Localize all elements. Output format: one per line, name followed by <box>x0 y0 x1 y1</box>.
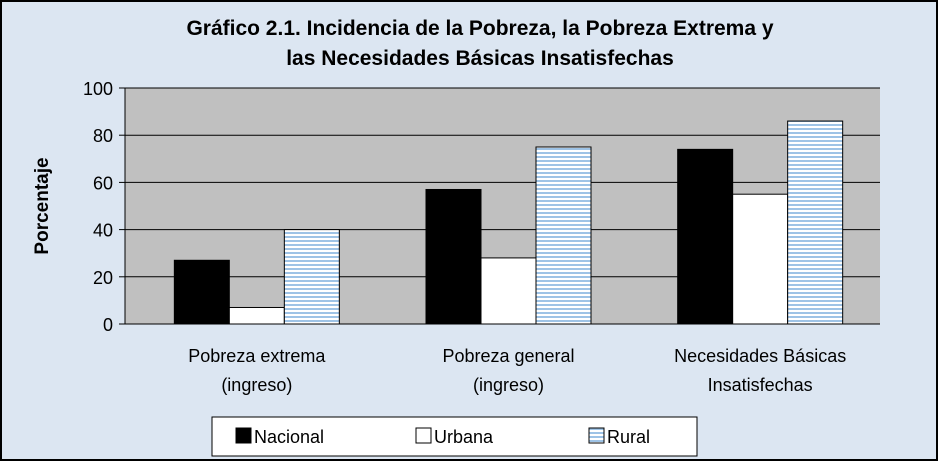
legend-label: Urbana <box>434 427 494 447</box>
bar <box>732 193 789 325</box>
legend-swatch <box>235 427 252 444</box>
y-tick-label: 40 <box>93 221 113 241</box>
y-tick-label: 100 <box>83 79 113 99</box>
legend-label: Nacional <box>254 427 324 447</box>
bar <box>787 120 844 325</box>
y-tick-label: 80 <box>93 126 113 146</box>
bar <box>228 306 285 325</box>
y-tick-label: 20 <box>93 268 113 288</box>
bar <box>535 146 592 325</box>
x-tick-label: Pobreza extrema (ingreso) <box>188 346 326 395</box>
x-tick-label: Necesidades Básicas Insatisfechas <box>674 346 846 395</box>
x-tick-label: Pobreza general (ingreso) <box>442 346 574 395</box>
legend <box>211 416 698 457</box>
y-tick-label: 60 <box>93 173 113 193</box>
legend-label: Rural <box>607 427 650 447</box>
bar <box>173 259 230 325</box>
legend-swatch <box>415 427 432 444</box>
bar <box>480 257 537 325</box>
bar <box>425 188 482 325</box>
bar <box>283 229 340 325</box>
chart-title: Gráfico 2.1. Incidencia de la Pobreza, l… <box>186 17 773 70</box>
legend-swatch <box>588 427 605 444</box>
y-axis-title: Porcentaje <box>32 157 53 254</box>
y-tick-label: 0 <box>103 315 113 335</box>
bar <box>677 148 734 325</box>
